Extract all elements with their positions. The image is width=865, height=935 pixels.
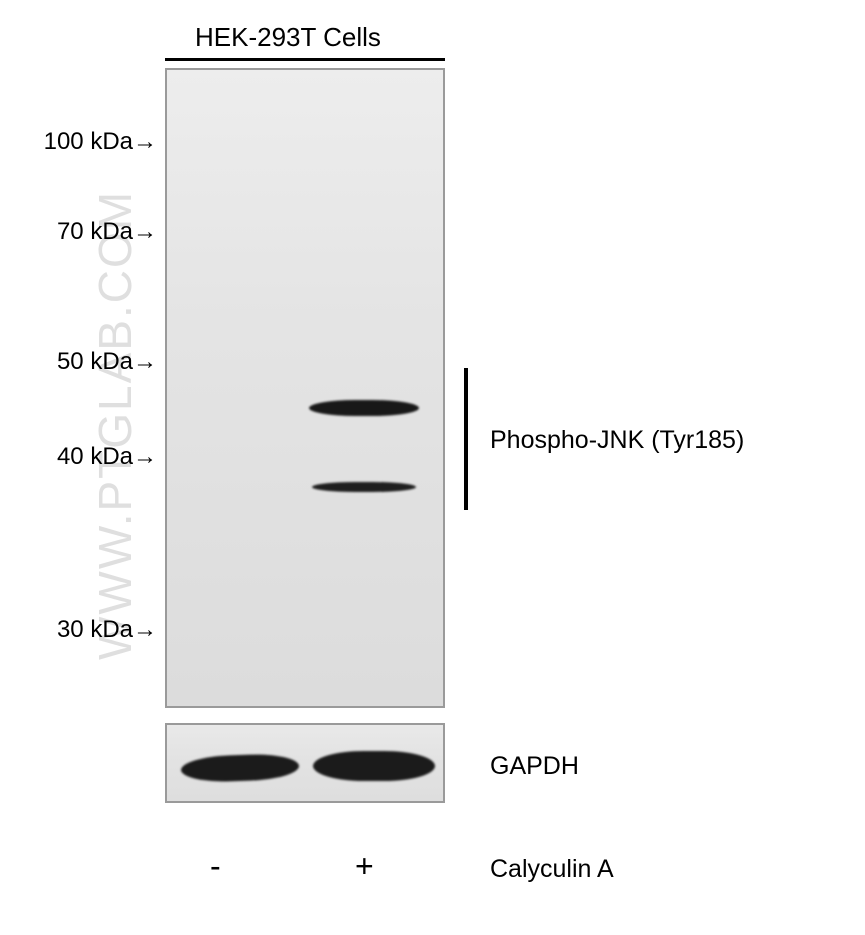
mw-marker: 100 kDa→ bbox=[44, 128, 157, 156]
band-gapdh-lane2 bbox=[313, 751, 435, 781]
blot-panel-target bbox=[165, 68, 445, 708]
loading-label: GAPDH bbox=[490, 752, 579, 781]
blot-panel-loading bbox=[165, 723, 445, 803]
header-underline bbox=[165, 58, 445, 61]
treatment-plus: + bbox=[355, 848, 374, 885]
mw-marker: 50 kDa→ bbox=[57, 348, 157, 376]
band-pJNK-upper bbox=[309, 400, 419, 416]
target-label: Phospho-JNK (Tyr185) bbox=[490, 426, 744, 455]
treatment-minus: - bbox=[210, 848, 221, 885]
bracket-vertical bbox=[464, 368, 468, 510]
band-gapdh-lane1 bbox=[181, 753, 300, 783]
cell-line-label: HEK-293T Cells bbox=[195, 22, 381, 53]
mw-marker: 70 kDa→ bbox=[57, 218, 157, 246]
watermark-text: WWW.PTGLAB.COM bbox=[88, 100, 142, 660]
figure-container: WWW.PTGLAB.COM HEK-293T Cells 100 kDa→ 7… bbox=[0, 0, 865, 935]
band-pJNK-lower bbox=[312, 482, 416, 492]
treatment-label: Calyculin A bbox=[490, 855, 614, 884]
mw-marker: 30 kDa→ bbox=[57, 616, 157, 644]
mw-marker: 40 kDa→ bbox=[57, 443, 157, 471]
